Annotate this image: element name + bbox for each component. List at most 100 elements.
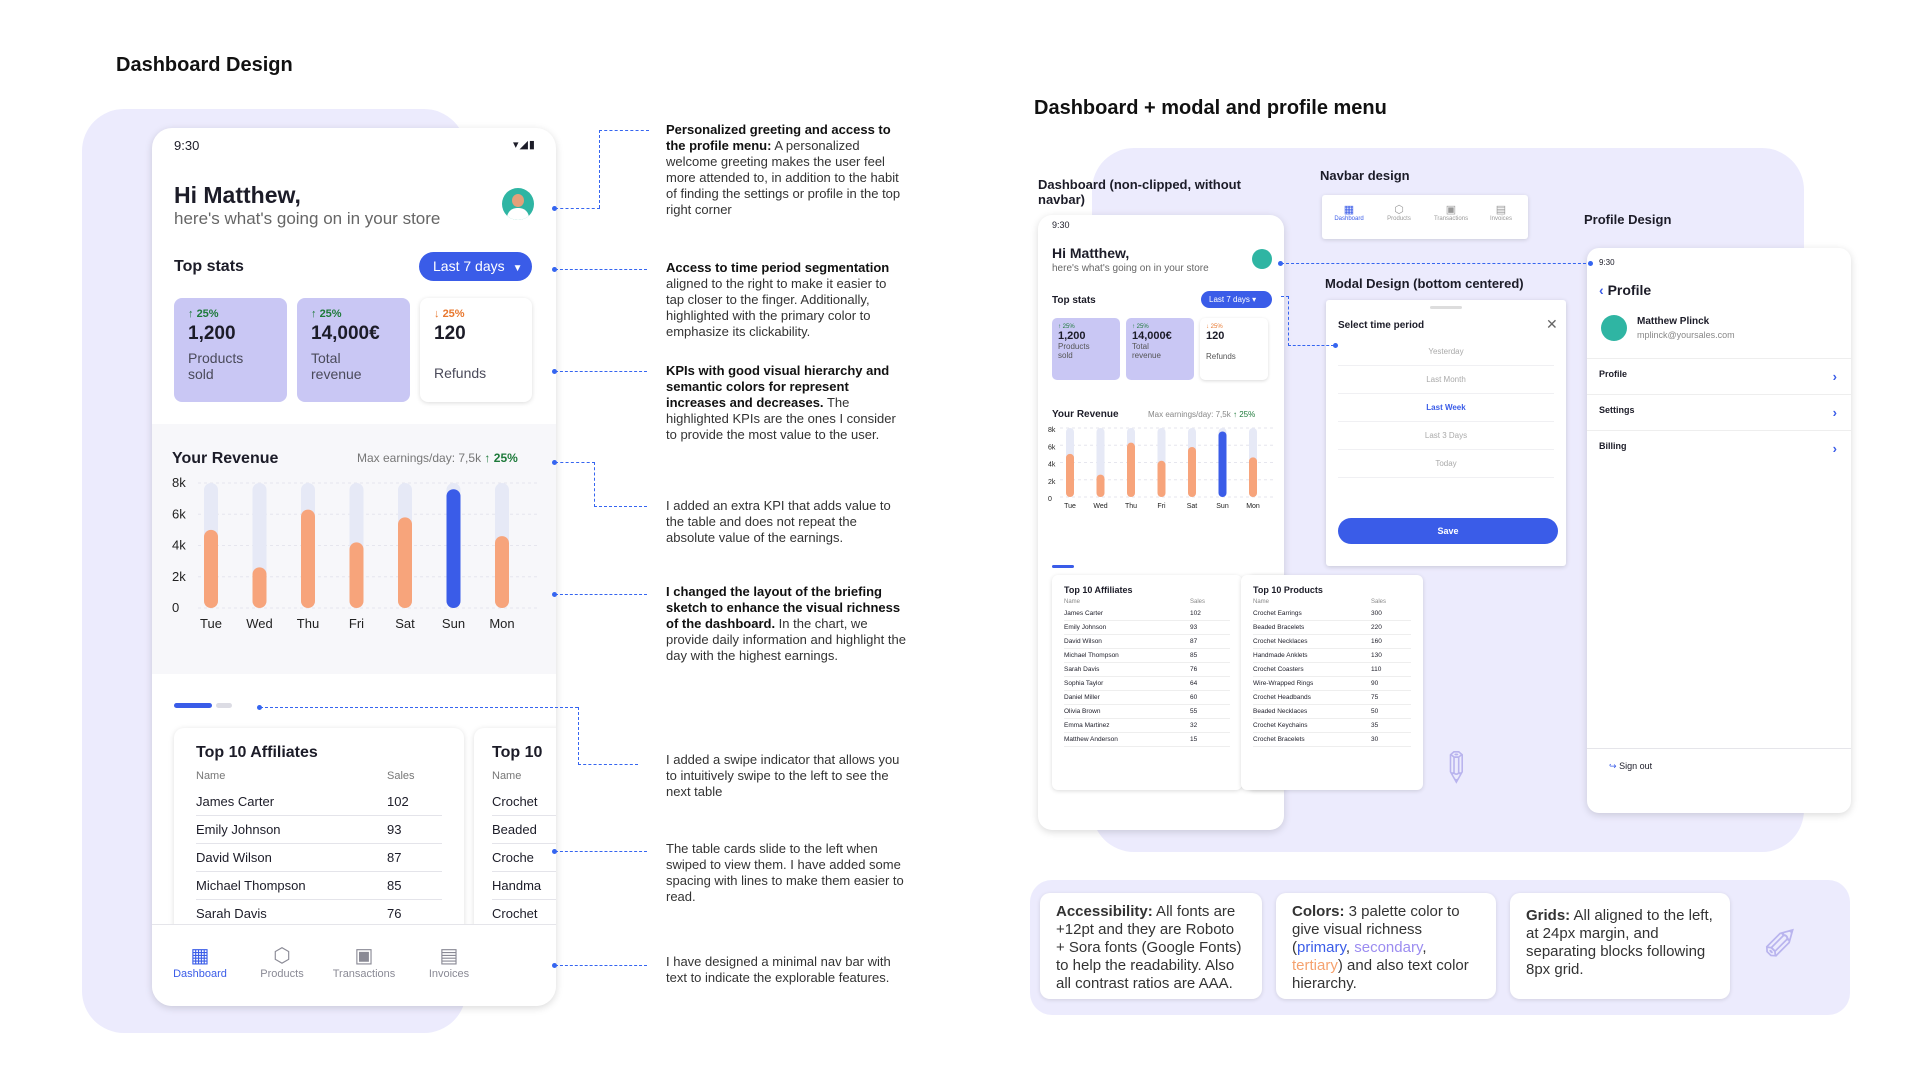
x-tick-label: Mon [489,616,514,631]
table-row: Crochet [492,788,556,816]
top-stats-heading: Top stats [174,258,244,275]
x-tick-label: Mon [1246,503,1260,510]
table-row: Crochet Earrings 300 [1253,607,1411,621]
mini-period[interactable]: Last 7 days ▾ [1201,291,1272,308]
nav-invoices[interactable]: ▤ Invoices [414,943,484,980]
cell-name: Michael Thompson [1064,652,1119,659]
kpi-value: 120 [434,323,466,344]
mini-kpi[interactable]: ↓ 25% 120 Refunds [1200,318,1268,380]
navbar-transactions[interactable]: ▣ Transactions [1433,204,1469,222]
navbar-invoices[interactable]: ▤ Invoices [1489,204,1512,222]
profile-menu-item[interactable]: Billing › [1587,430,1851,466]
table-row: Beaded Bracelets 220 [1253,621,1411,635]
cell-sales: 93 [1190,624,1198,631]
cell-name: Wire-Wrapped Rings [1253,680,1314,687]
info-colors: Colors: 3 palette color to give visual r… [1276,893,1496,999]
nav-transactions[interactable]: ▣ Transactions [324,943,404,980]
cell-name: Emily Johnson [196,822,281,837]
dashboard-label: Dashboard (non-clipped, without navbar) [1038,177,1241,207]
note-navbar: I have designed a minimal nav bar with t… [666,954,891,985]
mini-dashboard: 9:30 Hi Matthew, here's what's going on … [1038,215,1284,830]
cell-name: James Carter [196,794,275,809]
invoice-icon: ▤ [439,945,459,967]
mini-top-stats: Top stats [1052,295,1096,306]
products-card[interactable]: Top 10 Name Crochet Beaded Croche Handma Cro… [474,728,556,938]
table-row: Croche [492,844,556,872]
cell-name: David Wilson [196,850,272,865]
bar-sun [446,489,461,608]
mini-swipe [1052,565,1074,568]
profile-name: Matthew Plinck [1637,316,1710,327]
kpi-change: ↑ 25% [188,308,219,320]
logout-icon: ↪ [1609,761,1617,771]
cell-name: Crochet Headbands [1253,694,1311,701]
period-button[interactable]: Last 7 days ▼ [419,252,532,281]
navbar-dashboard[interactable]: ▦ Dashboard [1334,204,1364,222]
status-time: 9:30 [174,138,200,153]
kpi-card[interactable]: ↑ 25% 14,000€ Total revenue [297,298,410,402]
close-icon[interactable]: ✕ [1546,316,1558,332]
x-tick-label: Wed [1093,503,1107,510]
nav-bar: ▦ Dashboard ⬡ Products ▣ Transactions ▤ Invo… [152,924,556,1006]
x-tick-label: Thu [1125,503,1137,510]
kpi-card[interactable]: ↑ 25% 1,200 Products sold [174,298,287,402]
table-row: Olivia Brown 55 [1064,705,1230,719]
affiliates-card[interactable]: Top 10 Affiliates Name Sales James Carter… [174,728,464,938]
mini-affiliates[interactable]: Top 10 Affiliates Name Sales James Carter… [1052,575,1242,790]
navbar-products[interactable]: ⬡ Products [1387,204,1411,222]
navbar-design: ▦ Dashboard ⬡ Products ▣ Transactions ▤ Invo… [1322,195,1528,239]
cell-name: Sarah Davis [1064,666,1100,673]
table-row: Matthew Anderson 15 [1064,733,1230,747]
col-name: Name [196,770,226,782]
bar-fri [1157,460,1166,497]
drag-handle[interactable] [1430,306,1462,309]
mini-avatar[interactable] [1252,249,1272,269]
profile-menu-item[interactable]: Settings › [1587,394,1851,430]
table-row: David Wilson 87 [1064,635,1230,649]
cell-name: Sophia Taylor [1064,680,1104,687]
cell-name: Daniel Miller [1064,694,1100,701]
profile-menu-item[interactable]: Profile › [1587,358,1851,394]
mini-revenue: Your Revenue [1052,409,1119,420]
mini-kpi[interactable]: ↑ 25% 14,000€ Total revenue [1126,318,1194,380]
products-title: Top 10 [492,744,543,761]
avatar[interactable] [502,188,534,220]
nav-dashboard[interactable]: ▦ Dashboard [170,943,230,980]
y-tick-label: 4k [172,538,186,553]
modal-option[interactable]: Yesterday [1338,338,1554,366]
cell-name: Michael Thompson [196,878,306,893]
cell-name: Emma Martinez [1064,722,1110,729]
chevron-right-icon: › [1832,405,1837,420]
cell-sales: 64 [1190,680,1198,687]
bar-sat [398,517,412,608]
modal-option[interactable]: Today [1338,450,1554,478]
note-greeting: Personalized greeting and access to the … [666,122,901,217]
signout-link[interactable]: ↪ Sign out [1609,761,1653,771]
mini-products[interactable]: Top 10 Products Name Sales Crochet Earrin… [1241,575,1423,790]
modal-option[interactable]: Last Week [1338,394,1554,422]
note-period: Access to time period segmentation align… [666,260,890,339]
table-row: Crochet Bracelets 30 [1253,733,1411,747]
bar-sun [1218,431,1227,497]
table-row: Crochet Coasters 110 [1253,663,1411,677]
save-button[interactable]: Save [1338,518,1558,544]
x-tick-label: Sun [1216,503,1229,510]
col-sales: Sales [387,770,415,782]
kpi-label: Total revenue [311,350,362,382]
mini-kpi[interactable]: ↑ 25% 1,200 Products sold [1052,318,1120,380]
mini-time: 9:30 [1052,220,1070,230]
cell-sales: 87 [1190,638,1198,645]
right-section-title: Dashboard + modal and profile menu [1034,97,1387,119]
max-earnings: Max earnings/day: 7,5k ↑ 25% [357,451,518,465]
kpi-card[interactable]: ↓ 25% 120 Refunds [420,298,532,402]
nav-products[interactable]: ⬡ Products [247,943,317,980]
y-tick-label: 2k [1048,479,1056,486]
cell-name: David Wilson [1064,638,1102,645]
modal-option[interactable]: Last Month [1338,366,1554,394]
table-row: Handmade Anklets 130 [1253,649,1411,663]
x-tick-label: Sat [395,616,415,631]
table-row: Beaded Necklaces 50 [1253,705,1411,719]
modal-option[interactable]: Last 3 Days [1338,422,1554,450]
cell-sales: 130 [1371,652,1382,659]
cell-name: Sarah Davis [196,906,267,921]
